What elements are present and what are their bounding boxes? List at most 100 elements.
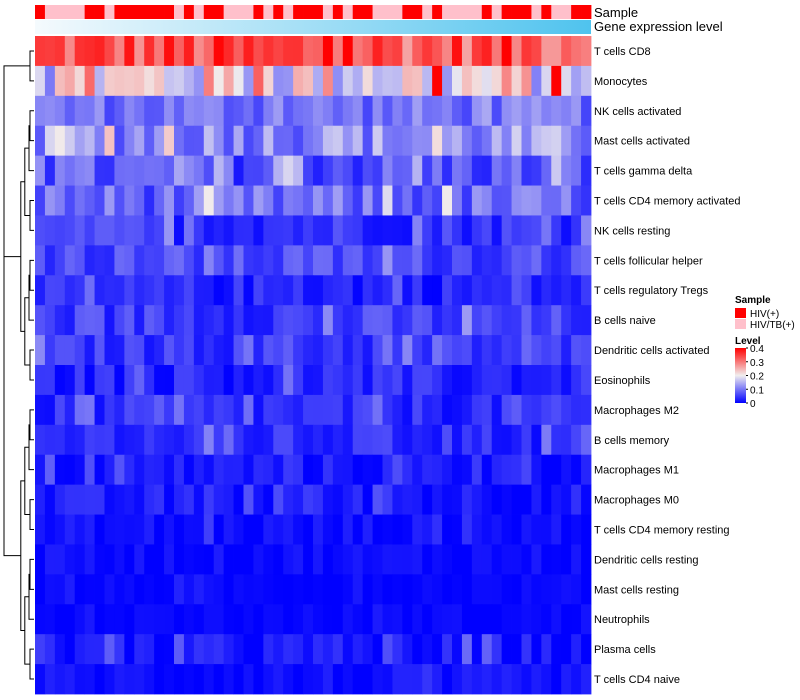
heatmap-cell: [193, 424, 205, 456]
heatmap-cell: [332, 365, 344, 396]
heatmap-cell: [461, 125, 473, 157]
heatmap-cell: [442, 574, 453, 605]
heatmap-cell: [392, 394, 403, 426]
heatmap-cell: [293, 664, 304, 695]
heatmap-cell: [303, 604, 314, 635]
heatmap-cell: [511, 305, 522, 336]
heatmap-cell: [511, 604, 522, 635]
heatmap-cell: [223, 394, 234, 426]
heatmap-cell: [124, 604, 135, 635]
legend-swatch-hiv: [735, 308, 746, 318]
heatmap-cell: [213, 365, 225, 396]
heatmap-cell: [372, 335, 383, 366]
heatmap-cell: [253, 335, 264, 366]
dendrogram-branch: [20, 480, 25, 631]
heatmap-cell: [452, 664, 463, 695]
heatmap-cell: [342, 36, 354, 67]
heatmap-cell: [174, 454, 185, 486]
heatmap-cell: [571, 155, 582, 186]
heatmap-cell: [571, 514, 582, 545]
heatmap-cell: [332, 125, 344, 157]
heatmap-cell: [521, 65, 532, 97]
heatmap-cell: [352, 95, 364, 127]
heatmap-cell: [124, 155, 135, 186]
heatmap-cell: [362, 245, 373, 276]
heatmap-cell: [422, 634, 433, 665]
heatmap-cell: [44, 215, 56, 246]
heatmap-cell: [382, 275, 393, 306]
heatmap-cell: [104, 245, 115, 276]
heatmap-cell: [263, 275, 274, 306]
heatmap-cell: [442, 394, 453, 426]
heatmap-cell: [461, 484, 473, 515]
heatmap-cell: [243, 604, 254, 635]
heatmap-cell: [541, 335, 552, 366]
heatmap-cell: [352, 544, 364, 575]
heatmap-cell: [273, 125, 284, 157]
heatmap-cell: [164, 664, 175, 695]
heatmap-cell: [442, 215, 453, 246]
heatmap-cell: [243, 484, 254, 515]
heatmap-cell: [531, 424, 542, 456]
heatmap-cell: [313, 484, 324, 515]
heatmap-cell: [164, 245, 175, 276]
heatmap-cell: [94, 574, 105, 605]
heatmap-cell: [392, 95, 403, 127]
heatmap-cell: [303, 65, 314, 97]
heatmap-cell: [193, 155, 205, 186]
heatmap-cell: [313, 275, 324, 306]
heatmap-cell: [273, 335, 284, 366]
heatmap-cell: [412, 604, 423, 635]
heatmap-cell: [35, 365, 46, 396]
heatmap-cell: [541, 95, 552, 127]
heatmap-cell: [134, 424, 145, 456]
sample-cell: [372, 5, 383, 19]
heatmap-cell: [243, 65, 254, 97]
heatmap-cell: [253, 245, 264, 276]
heatmap-cell: [531, 365, 542, 396]
heatmap-cell: [233, 574, 244, 605]
heatmap-cell: [412, 125, 423, 157]
heatmap-cell: [531, 664, 542, 695]
heatmap-cell: [174, 125, 185, 157]
heatmap-cell: [362, 36, 373, 67]
heatmap-cell: [372, 155, 383, 186]
heatmap-cell: [442, 95, 453, 127]
heatmap-cell: [263, 155, 274, 186]
heatmap-cell: [541, 155, 552, 186]
heatmap-cell: [501, 514, 512, 545]
heatmap-cell: [432, 275, 443, 306]
heatmap-cell: [521, 215, 532, 246]
heatmap-cell: [412, 365, 423, 396]
heatmap-cell: [203, 155, 215, 186]
heatmap-cell: [322, 424, 334, 456]
heatmap-cell: [471, 574, 483, 605]
heatmap-cell: [154, 424, 165, 456]
heatmap-cell: [263, 574, 274, 605]
heatmap-cell: [402, 125, 413, 157]
heatmap-cell: [531, 125, 542, 157]
heatmap-cell: [104, 155, 115, 186]
heatmap-cell: [54, 65, 66, 97]
heatmap-cell: [104, 664, 115, 695]
heatmap-cell: [243, 335, 254, 366]
heatmap-cell: [64, 65, 76, 97]
heatmap-cell: [213, 125, 225, 157]
heatmap-cell: [471, 544, 483, 575]
heatmap-cell: [164, 544, 175, 575]
heatmap-cell: [322, 245, 334, 276]
heatmap-cell: [422, 335, 433, 366]
heatmap-cell: [481, 185, 493, 216]
heatmap-cell: [114, 36, 125, 67]
heatmap-cell: [342, 305, 354, 336]
heatmap-cell: [193, 245, 205, 276]
heatmap-cell: [203, 365, 215, 396]
heatmap-cell: [114, 155, 125, 186]
sample-cell: [183, 5, 195, 19]
heatmap-cell: [372, 65, 383, 97]
heatmap-cell: [233, 604, 244, 635]
heatmap-cell: [104, 305, 115, 336]
heatmap-cell: [114, 574, 125, 605]
heatmap-cell: [124, 634, 135, 665]
heatmap-cell: [501, 245, 512, 276]
